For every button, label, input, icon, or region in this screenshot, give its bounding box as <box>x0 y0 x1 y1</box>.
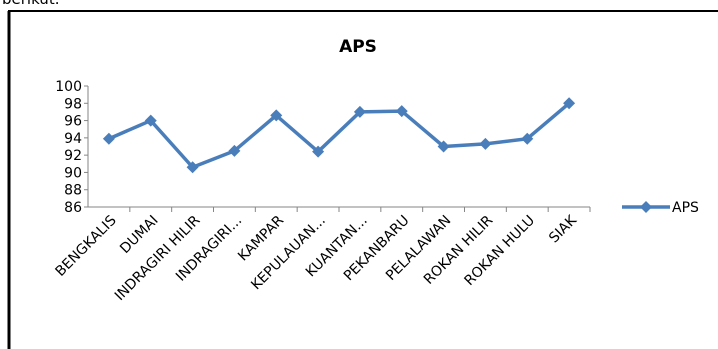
marker <box>270 109 283 122</box>
chart-title: APS <box>339 37 377 57</box>
y-tick-label: 94 <box>64 131 82 147</box>
marker <box>144 114 157 127</box>
chart-border <box>8 10 718 349</box>
marker <box>395 105 408 118</box>
x-tick-label: KEPULAUAN... <box>248 213 329 294</box>
y-tick-label: 98 <box>64 96 82 112</box>
marker <box>437 140 450 153</box>
marker <box>479 137 492 150</box>
marker <box>186 161 199 174</box>
series-line <box>108 101 571 169</box>
marker <box>228 144 241 157</box>
y-tick-label: 86 <box>64 200 82 216</box>
legend-marker <box>640 201 652 213</box>
legend-label: APS <box>672 200 699 216</box>
marker <box>563 97 576 110</box>
y-tick-label: 90 <box>64 165 82 181</box>
marker <box>353 105 366 118</box>
marker <box>521 132 534 145</box>
marker <box>312 145 325 158</box>
y-tick-label: 100 <box>55 79 82 95</box>
caption: berikut. <box>2 0 59 8</box>
y-tick-label: 96 <box>64 114 82 130</box>
y-tick-label: 88 <box>64 183 82 199</box>
x-tick-label: BENGKALIS <box>52 212 119 279</box>
marker <box>102 132 115 145</box>
x-tick-label: SIAK <box>546 212 580 246</box>
y-tick-label: 92 <box>64 148 82 164</box>
